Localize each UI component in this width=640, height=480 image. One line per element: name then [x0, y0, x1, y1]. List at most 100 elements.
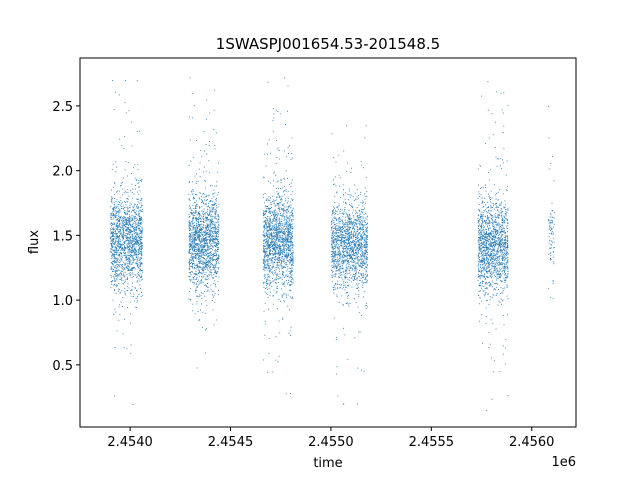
data-point — [358, 204, 360, 206]
data-point — [193, 276, 195, 278]
data-point — [333, 220, 335, 222]
data-point — [137, 213, 139, 215]
data-point — [351, 252, 353, 254]
data-point — [130, 216, 132, 218]
data-point — [289, 283, 291, 285]
data-point — [137, 256, 139, 258]
data-point — [133, 232, 135, 234]
data-point — [204, 239, 206, 241]
data-point — [338, 217, 340, 219]
data-point — [266, 220, 268, 222]
data-point — [353, 242, 355, 244]
data-point — [206, 213, 208, 215]
data-point — [118, 225, 120, 227]
data-point — [127, 189, 129, 191]
data-point — [274, 212, 276, 214]
data-point — [285, 240, 287, 242]
data-point — [203, 238, 205, 240]
data-point — [283, 208, 285, 210]
data-point — [268, 352, 270, 354]
data-point — [199, 261, 201, 263]
data-point — [112, 234, 114, 236]
data-point — [201, 298, 203, 299]
data-point — [287, 245, 289, 247]
data-point — [267, 288, 269, 290]
data-point — [113, 260, 115, 262]
data-point — [201, 263, 202, 265]
data-point — [280, 220, 282, 222]
data-point — [287, 226, 289, 228]
data-point — [136, 251, 138, 253]
data-point — [195, 216, 197, 218]
data-point — [215, 203, 217, 205]
data-point — [210, 252, 212, 254]
data-point — [216, 211, 218, 213]
data-point — [120, 226, 122, 228]
data-point — [268, 259, 270, 261]
data-point — [199, 265, 201, 267]
data-point — [129, 245, 131, 247]
data-point — [353, 280, 355, 281]
data-point — [116, 190, 118, 192]
data-point — [110, 274, 112, 276]
data-point — [127, 238, 129, 240]
data-point — [112, 163, 114, 165]
data-point — [134, 248, 136, 250]
data-point — [288, 260, 290, 262]
data-point — [190, 234, 192, 236]
data-point — [271, 250, 273, 252]
data-point — [267, 225, 269, 227]
data-point — [135, 215, 136, 217]
data-point — [268, 266, 270, 268]
data-point — [113, 203, 115, 205]
data-point — [266, 254, 268, 256]
data-point — [119, 239, 121, 241]
data-point — [269, 247, 271, 249]
data-point — [365, 247, 367, 249]
data-point — [121, 237, 123, 238]
data-point — [283, 246, 285, 248]
data-point — [209, 220, 211, 222]
data-point — [286, 220, 288, 222]
data-point — [117, 237, 119, 238]
data-point — [138, 234, 140, 236]
data-point — [210, 211, 211, 213]
data-point — [129, 257, 130, 259]
data-point — [360, 160, 362, 162]
data-point — [205, 264, 207, 266]
data-point — [338, 232, 340, 234]
data-point — [134, 239, 136, 240]
data-point — [356, 219, 358, 221]
data-point — [202, 257, 204, 259]
data-point — [284, 275, 286, 277]
data-point — [196, 245, 198, 247]
data-point — [195, 193, 197, 195]
data-point — [198, 248, 200, 250]
data-point — [291, 277, 293, 278]
data-point — [213, 207, 214, 209]
data-point — [270, 228, 272, 230]
data-point — [193, 216, 195, 218]
data-point — [208, 160, 210, 162]
data-point — [286, 274, 288, 276]
data-point — [199, 261, 201, 263]
data-point — [269, 227, 271, 229]
data-point — [292, 223, 294, 225]
data-point — [278, 236, 280, 238]
data-point — [270, 242, 271, 244]
data-point — [349, 219, 351, 221]
data-point — [127, 199, 129, 201]
data-point — [121, 253, 122, 255]
data-point — [125, 229, 127, 231]
data-point — [264, 274, 266, 276]
data-point — [135, 243, 137, 245]
data-point — [133, 276, 134, 277]
data-point — [117, 285, 119, 287]
data-point — [279, 240, 281, 242]
data-point — [200, 252, 202, 254]
data-point — [132, 206, 134, 208]
data-point — [127, 213, 129, 215]
data-point — [283, 265, 285, 267]
data-point — [117, 237, 118, 239]
data-point — [194, 243, 196, 245]
